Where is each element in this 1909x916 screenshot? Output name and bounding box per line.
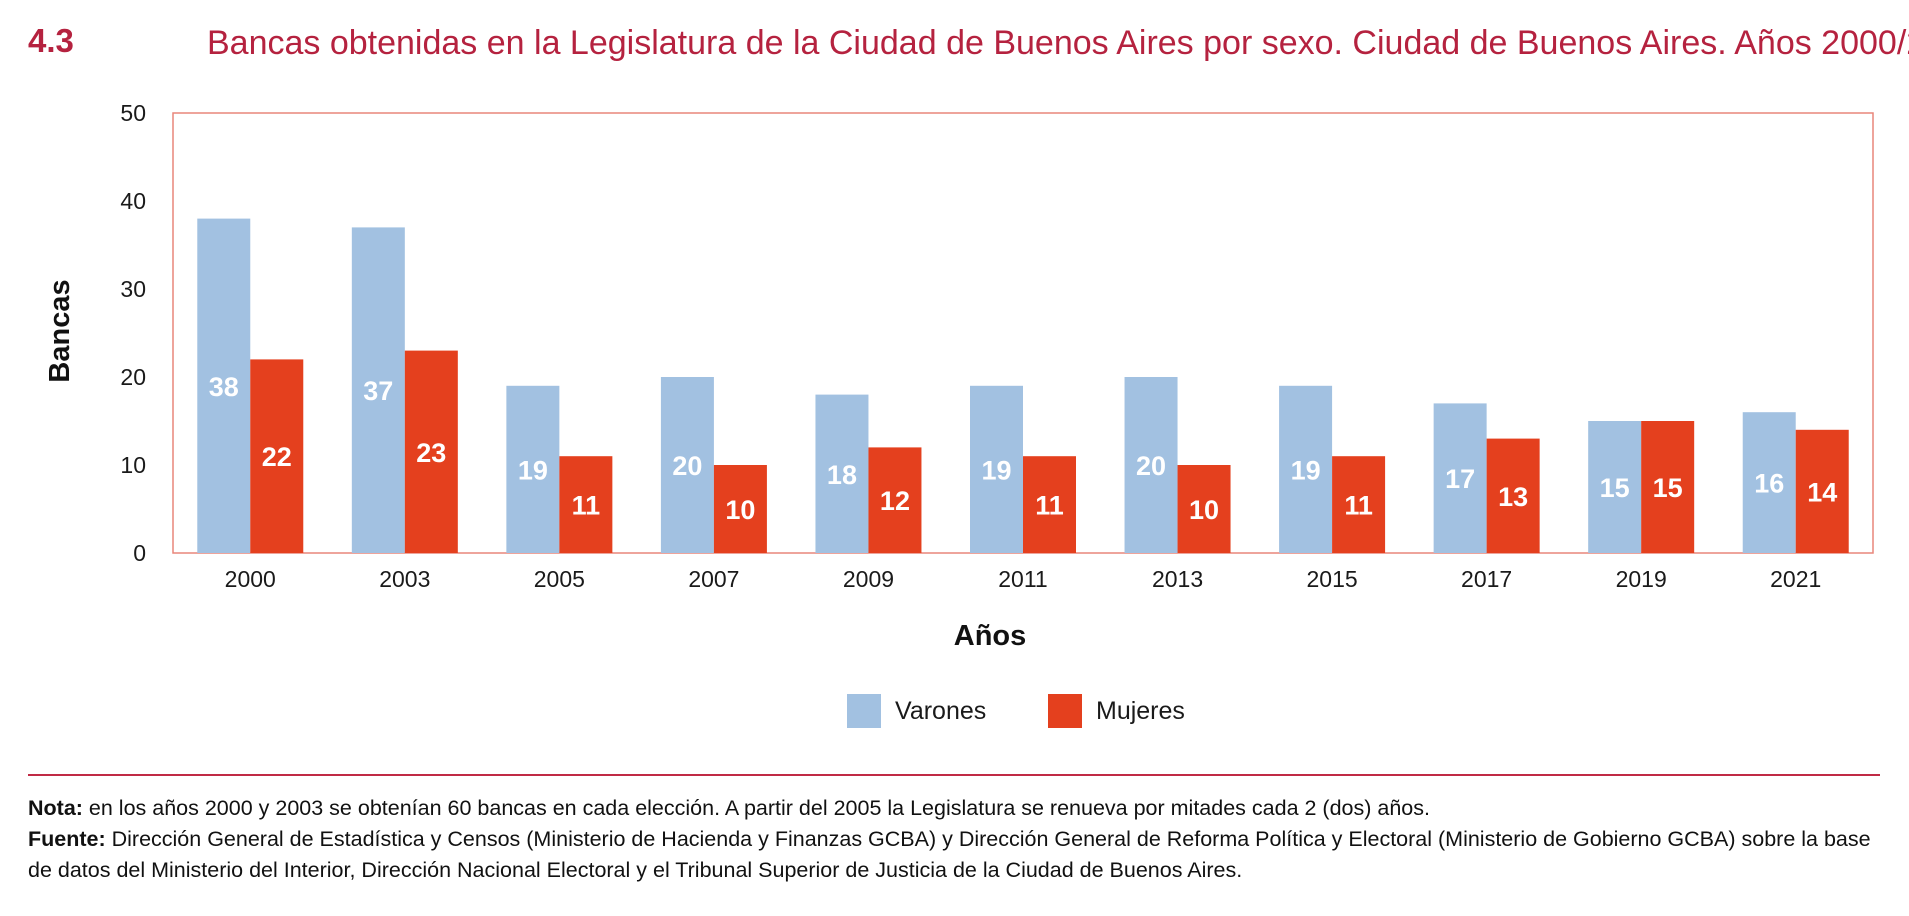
y-tick-label: 20 <box>120 364 146 390</box>
divider <box>28 774 1880 776</box>
bar-mujeres-2011 <box>1023 456 1076 553</box>
bar-value-label: 12 <box>880 486 910 516</box>
x-tick-label: 2007 <box>688 566 739 592</box>
bar-value-label: 10 <box>725 495 755 525</box>
bar-varones-2017 <box>1433 403 1487 553</box>
bar-value-label: 10 <box>1189 495 1219 525</box>
source-text: Dirección General de Estadística y Censo… <box>28 827 1871 882</box>
x-tick-label: 2013 <box>1152 566 1203 592</box>
bar-varones-2019 <box>1588 421 1642 553</box>
bar-mujeres-2005 <box>559 456 613 553</box>
bar-varones-2005 <box>506 385 560 553</box>
bar-mujeres-2021 <box>1795 429 1849 553</box>
bar-value-label: 11 <box>572 491 601 521</box>
y-tick-label: 50 <box>120 100 146 126</box>
bar-varones-2009 <box>815 394 869 553</box>
bar-mujeres-2017 <box>1486 438 1540 553</box>
bar-value-label: 20 <box>1136 451 1166 481</box>
bar-varones-2015 <box>1279 385 1333 553</box>
source-label: Fuente: <box>28 827 106 851</box>
bar-value-label: 38 <box>209 372 239 402</box>
x-tick-label: 2011 <box>998 566 1047 592</box>
bar-value-label: 19 <box>1291 455 1321 485</box>
legend-swatch-varones <box>847 694 881 728</box>
bar-varones-2021 <box>1742 412 1796 553</box>
bar-mujeres-2003 <box>404 350 458 553</box>
bar-value-label: 15 <box>1600 473 1630 503</box>
bar-varones-2003 <box>351 227 405 553</box>
x-tick-label: 2003 <box>379 566 430 592</box>
y-tick-label: 0 <box>133 540 146 566</box>
bar-value-label: 20 <box>672 451 702 481</box>
note-text: en los años 2000 y 2003 se obtenían 60 b… <box>82 796 1430 820</box>
bar-mujeres-2007 <box>713 465 767 553</box>
y-tick-label: 40 <box>120 188 146 214</box>
bar-value-label: 19 <box>981 455 1011 485</box>
x-tick-label: 2009 <box>843 566 894 592</box>
legend-item-mujeres: Mujeres <box>1048 694 1185 728</box>
bar-mujeres-2013 <box>1177 465 1231 553</box>
y-tick-label: 10 <box>120 452 146 478</box>
bar-value-label: 37 <box>363 376 393 406</box>
bar-value-label: 22 <box>262 442 292 472</box>
bar-value-label: 18 <box>827 460 857 490</box>
legend-label-varones: Varones <box>895 696 987 725</box>
y-axis-title: Bancas <box>44 279 76 382</box>
source-line: Fuente: Dirección General de Estadística… <box>28 824 1888 886</box>
bar-varones-2000 <box>197 218 251 553</box>
bar-value-label: 11 <box>1344 491 1373 521</box>
bar-varones-2013 <box>1124 377 1178 553</box>
bar-value-label: 13 <box>1498 482 1528 512</box>
legend-label-mujeres: Mujeres <box>1096 696 1185 725</box>
x-axis-title: Años <box>954 620 1027 652</box>
x-tick-label: 2017 <box>1461 566 1512 592</box>
x-tick-label: 2000 <box>225 566 276 592</box>
bar-mujeres-2019 <box>1641 421 1695 553</box>
notes: Nota: en los años 2000 y 2003 se obtenía… <box>28 793 1888 886</box>
bar-value-label: 19 <box>518 455 548 485</box>
figure-title: Bancas obtenidas en la Legislatura de la… <box>207 24 1909 62</box>
note-label: Nota: <box>28 796 83 820</box>
legend-item-varones: Varones <box>847 694 986 728</box>
x-tick-label: 2005 <box>534 566 585 592</box>
bar-value-label: 15 <box>1653 473 1683 503</box>
x-tick-label: 2015 <box>1307 566 1358 592</box>
bar-value-label: 16 <box>1754 469 1784 499</box>
legend-swatch-mujeres <box>1048 694 1082 728</box>
bar-varones-2007 <box>660 377 714 553</box>
figure-number: 4.3 <box>28 22 74 59</box>
bar-chart: 0 10 20 30 40 50 38 22 2000 37 23 2003 19 11 2005 20 10 2… <box>44 100 1874 652</box>
x-tick-label: 2019 <box>1616 566 1667 592</box>
bar-mujeres-2015 <box>1332 456 1386 553</box>
x-tick-label: 2021 <box>1770 566 1821 592</box>
y-tick-label: 30 <box>120 276 146 302</box>
bar-value-label: 14 <box>1807 477 1837 507</box>
bar-value-label: 17 <box>1445 464 1475 494</box>
legend: Varones Mujeres <box>0 694 1909 734</box>
bar-value-label: 11 <box>1035 491 1064 521</box>
bar-varones-2011 <box>970 385 1023 553</box>
bar-mujeres-2009 <box>868 447 922 553</box>
note-line: Nota: en los años 2000 y 2003 se obtenía… <box>28 793 1888 824</box>
bar-value-label: 23 <box>416 438 446 468</box>
bar-mujeres-2000 <box>250 359 304 553</box>
